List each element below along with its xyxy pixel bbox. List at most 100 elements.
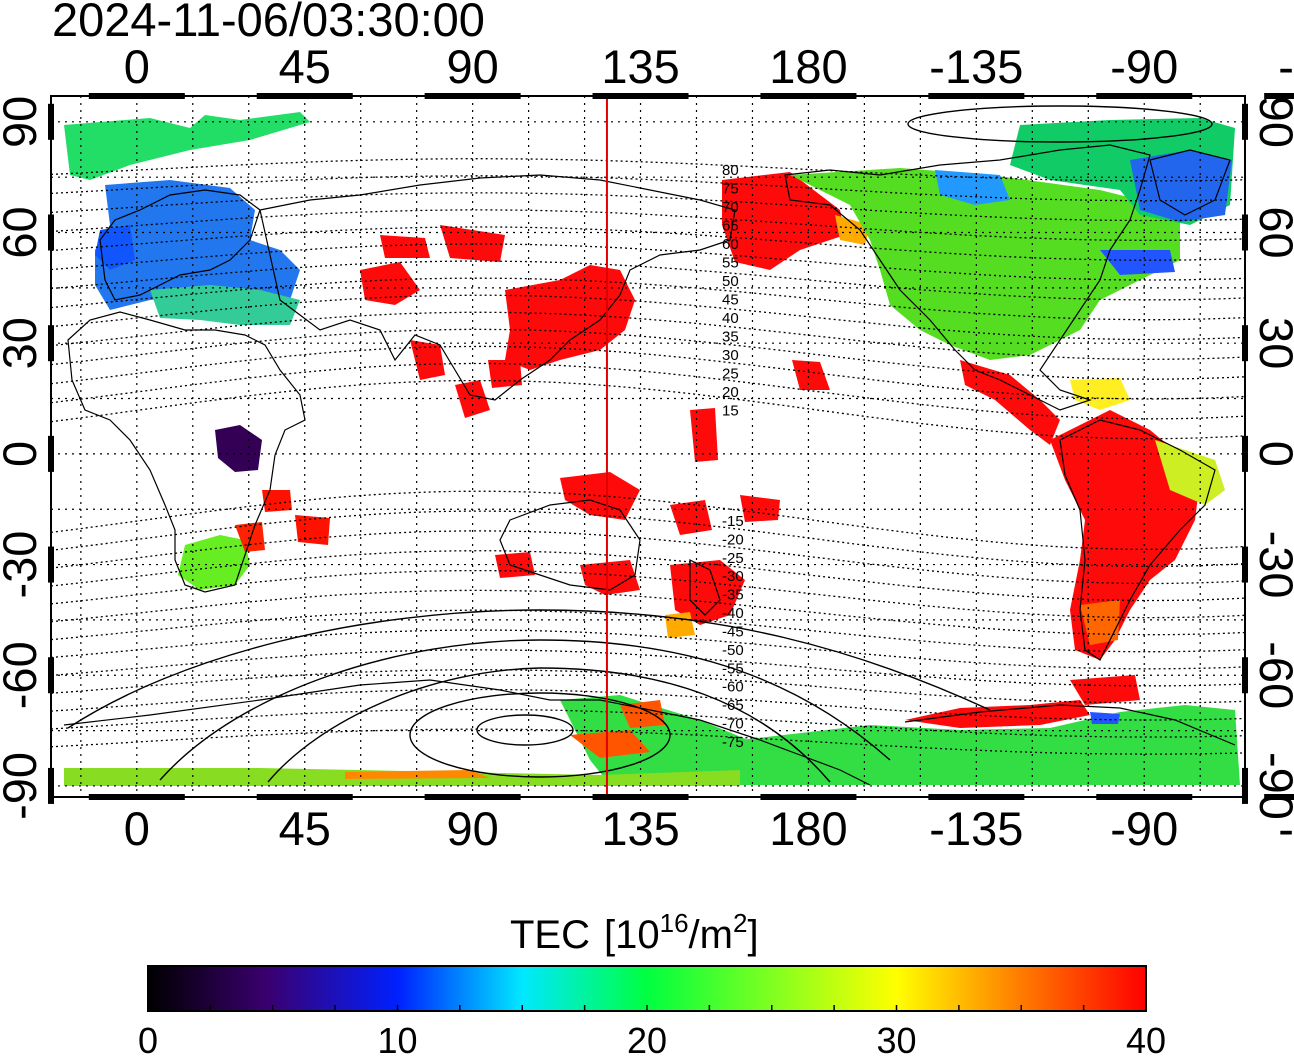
left-latitude-label: -60 (0, 641, 46, 709)
north-magnetic-pole-ring (907, 105, 1213, 143)
tec-patch-australia-south (495, 552, 640, 595)
right-latitude-label: 60 (1250, 206, 1294, 258)
top-longitude-label: 0 (124, 40, 150, 93)
bottom-longitude-label: -135 (929, 802, 1023, 855)
contour-label: -70 (722, 716, 744, 733)
left-latitude-label: -90 (0, 752, 46, 820)
tec-patch-patagonia (1080, 600, 1120, 645)
contour-label: 45 (722, 291, 739, 308)
top-longitude-label: -135 (929, 40, 1023, 93)
tec-patch-sea (455, 360, 522, 418)
right-latitude-label: -30 (1250, 531, 1294, 599)
right-latitude-label: -90 (1250, 752, 1294, 820)
contour-label: -50 (722, 642, 744, 659)
tec-patch-canada (790, 168, 1180, 360)
tec-patch-mexico (960, 360, 1060, 445)
right-latitude-label: -60 (1250, 641, 1294, 709)
colorbar-unit-mid: /m (689, 913, 733, 957)
left-latitude-label: 30 (0, 317, 46, 369)
magnetic-contour-line (51, 669, 1245, 704)
bottom-longitude-label: 90 (446, 802, 498, 855)
tec-patch-antarctic-blue (1090, 712, 1120, 724)
magnetic-contour-line (51, 311, 1245, 360)
tec-patch-great-lakes (1100, 250, 1175, 275)
contour-label: -40 (722, 605, 744, 622)
colorbar-labels: 0 10 20 30 40 (138, 1020, 1166, 1057)
tec-patch-alaska (722, 172, 845, 270)
bottom-longitude-label: -45 (1278, 802, 1294, 855)
colorbar-ticks (147, 1005, 1147, 1011)
tec-patch-brazil-east (1155, 440, 1225, 505)
colorbar-label: 20 (627, 1020, 667, 1057)
tec-patch-east-africa (262, 490, 292, 512)
contour-label: -20 (722, 531, 744, 548)
bottom-longitude-label: -90 (1110, 802, 1178, 855)
tec-data-overlay (64, 112, 1240, 786)
top-longitude-labels: 0 45 90 135 180 -135 -90 -45 (124, 40, 1294, 93)
right-latitude-label: 90 (1250, 96, 1294, 148)
bottom-longitude-label: 180 (769, 802, 847, 855)
colorbar-label: 10 (377, 1020, 417, 1057)
tec-patch-pacific-north (690, 408, 718, 462)
tec-colorbar: TEC [1016/m2] 0 10 20 30 40 (138, 908, 1166, 1057)
tec-patch-mozambique (235, 522, 265, 552)
colorbar-unit-exponent2: 2 (733, 908, 747, 938)
magnetic-contour-line (51, 569, 1245, 619)
top-longitude-label: -45 (1278, 40, 1294, 93)
top-longitude-label: 45 (279, 40, 331, 93)
tec-patch-ross-sea (570, 700, 665, 758)
tec-patch-europe-south (150, 285, 300, 325)
left-latitude-label: -30 (0, 531, 46, 599)
colorbar-title-main: TEC (510, 913, 590, 957)
tec-patch-nz-edge (665, 612, 695, 638)
magnetic-contour-line (51, 379, 1245, 440)
contour-label: -55 (722, 660, 744, 677)
colorbar-unit-exponent: 16 (660, 908, 689, 938)
tec-patch-greenland-east (64, 112, 310, 180)
magnetic-contour-line (51, 175, 1245, 202)
contour-label: -25 (722, 550, 744, 567)
colorbar-unit-open: [10 (604, 913, 660, 957)
colorbar-gradient (147, 965, 1147, 1012)
contour-label: 75 (722, 181, 739, 198)
tec-patch-europe (95, 180, 300, 310)
magnetic-contour-line (51, 345, 1245, 400)
left-latitude-labels: 90 60 30 0 -30 -60 -90 (0, 96, 46, 820)
magnetic-contour-line (51, 708, 1245, 738)
right-latitude-label: 30 (1250, 317, 1294, 369)
map-plot-area: 8075706560555045403530252015-15-20-25-30… (0, 40, 1294, 855)
contour-label: 70 (722, 199, 739, 216)
left-latitude-label: 0 (0, 441, 46, 467)
magnetic-contour-line (51, 328, 1245, 380)
contour-label: 55 (722, 254, 739, 271)
left-latitude-label: 60 (0, 206, 46, 258)
contour-label: 35 (722, 328, 739, 345)
colorbar-label: 30 (876, 1020, 916, 1057)
tec-patch-central-africa (215, 425, 262, 472)
magnetic-contour-line (51, 226, 1245, 261)
contour-label: -45 (722, 623, 744, 640)
tec-patch-hudson (935, 170, 1010, 205)
colorbar-unit-close: ] (747, 913, 758, 957)
contour-label: 20 (722, 384, 739, 401)
magnetic-contour-line (51, 362, 1245, 420)
south-magnetic-pole-rings (67, 609, 991, 783)
magnetic-contour-line (51, 209, 1245, 241)
colorbar-title: TEC [1016/m2] (510, 908, 759, 957)
magnetic-latitude-contours (51, 158, 1245, 755)
tec-patch-india (410, 340, 445, 380)
contour-label: -75 (722, 734, 744, 751)
tec-patch-fiji (670, 495, 780, 535)
contour-label: -35 (722, 587, 744, 604)
frame-ticks (48, 93, 1294, 804)
bottom-longitude-label: 0 (124, 802, 150, 855)
timestamp-label: 2024-11-06/03:30:00 (52, 0, 485, 46)
tec-patch-new-zealand (670, 560, 745, 625)
tec-patch-south-america (1050, 410, 1200, 660)
contour-label: -30 (722, 568, 744, 585)
magnetic-contour-line (51, 490, 1245, 550)
top-longitude-label: 180 (769, 40, 847, 93)
tec-patch-uk (95, 225, 135, 270)
